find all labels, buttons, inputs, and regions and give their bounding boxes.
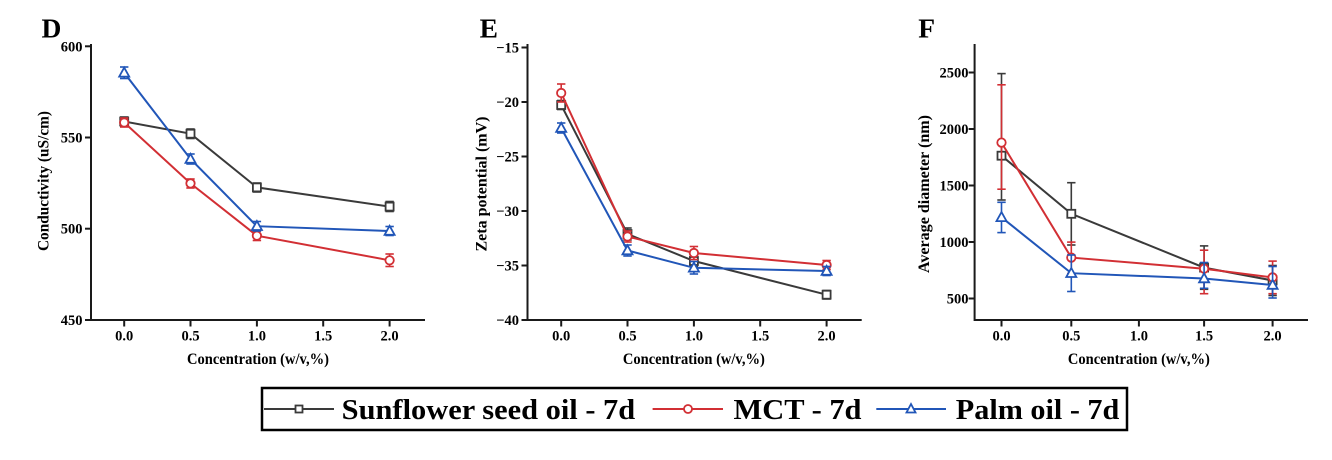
svg-text:0.5: 0.5: [1062, 329, 1080, 345]
svg-text:−15: −15: [496, 41, 519, 57]
svg-text:2500: 2500: [940, 66, 969, 82]
svg-text:2.0: 2.0: [1264, 329, 1282, 345]
svg-text:0.0: 0.0: [115, 329, 133, 345]
svg-text:1.5: 1.5: [314, 329, 332, 345]
svg-text:2.0: 2.0: [818, 329, 836, 345]
svg-text:2.0: 2.0: [381, 329, 399, 345]
svg-text:D: D: [42, 13, 62, 44]
svg-text:MCT - 7d: MCT - 7d: [734, 395, 862, 426]
svg-text:Concentration (w/v,%): Concentration (w/v,%): [1068, 351, 1210, 368]
svg-text:E: E: [480, 13, 498, 44]
svg-text:500: 500: [947, 292, 969, 308]
svg-text:2000: 2000: [940, 122, 969, 138]
svg-text:1500: 1500: [940, 179, 969, 195]
svg-text:0.5: 0.5: [181, 329, 199, 345]
svg-text:−40: −40: [496, 313, 519, 329]
svg-text:0.0: 0.0: [992, 329, 1010, 345]
svg-text:Concentration (w/v,%): Concentration (w/v,%): [623, 351, 765, 368]
svg-text:1.5: 1.5: [1195, 329, 1213, 345]
svg-text:600: 600: [61, 39, 83, 55]
svg-text:1.0: 1.0: [685, 329, 703, 345]
svg-text:450: 450: [61, 313, 83, 329]
svg-text:500: 500: [61, 222, 83, 238]
svg-text:0.0: 0.0: [552, 329, 570, 345]
svg-text:Conductivity (uS/cm): Conductivity (uS/cm): [36, 111, 53, 251]
svg-text:1000: 1000: [940, 235, 969, 251]
svg-text:Average diameter (nm): Average diameter (nm): [916, 115, 933, 273]
svg-text:F: F: [918, 13, 935, 44]
svg-text:Sunflower seed oil - 7d: Sunflower seed oil - 7d: [342, 395, 636, 426]
svg-text:Zeta potential (mV): Zeta potential (mV): [474, 117, 491, 252]
svg-text:1.0: 1.0: [1130, 329, 1148, 345]
svg-text:0.5: 0.5: [618, 329, 636, 345]
svg-text:−35: −35: [496, 259, 519, 275]
svg-text:1.0: 1.0: [248, 329, 266, 345]
svg-text:1.5: 1.5: [751, 329, 769, 345]
svg-text:−25: −25: [496, 150, 519, 166]
svg-text:Palm oil - 7d: Palm oil - 7d: [956, 395, 1120, 426]
svg-text:−30: −30: [496, 204, 519, 220]
svg-text:−20: −20: [496, 95, 519, 111]
svg-text:Concentration (w/v,%): Concentration (w/v,%): [187, 351, 329, 368]
svg-text:550: 550: [61, 131, 83, 147]
